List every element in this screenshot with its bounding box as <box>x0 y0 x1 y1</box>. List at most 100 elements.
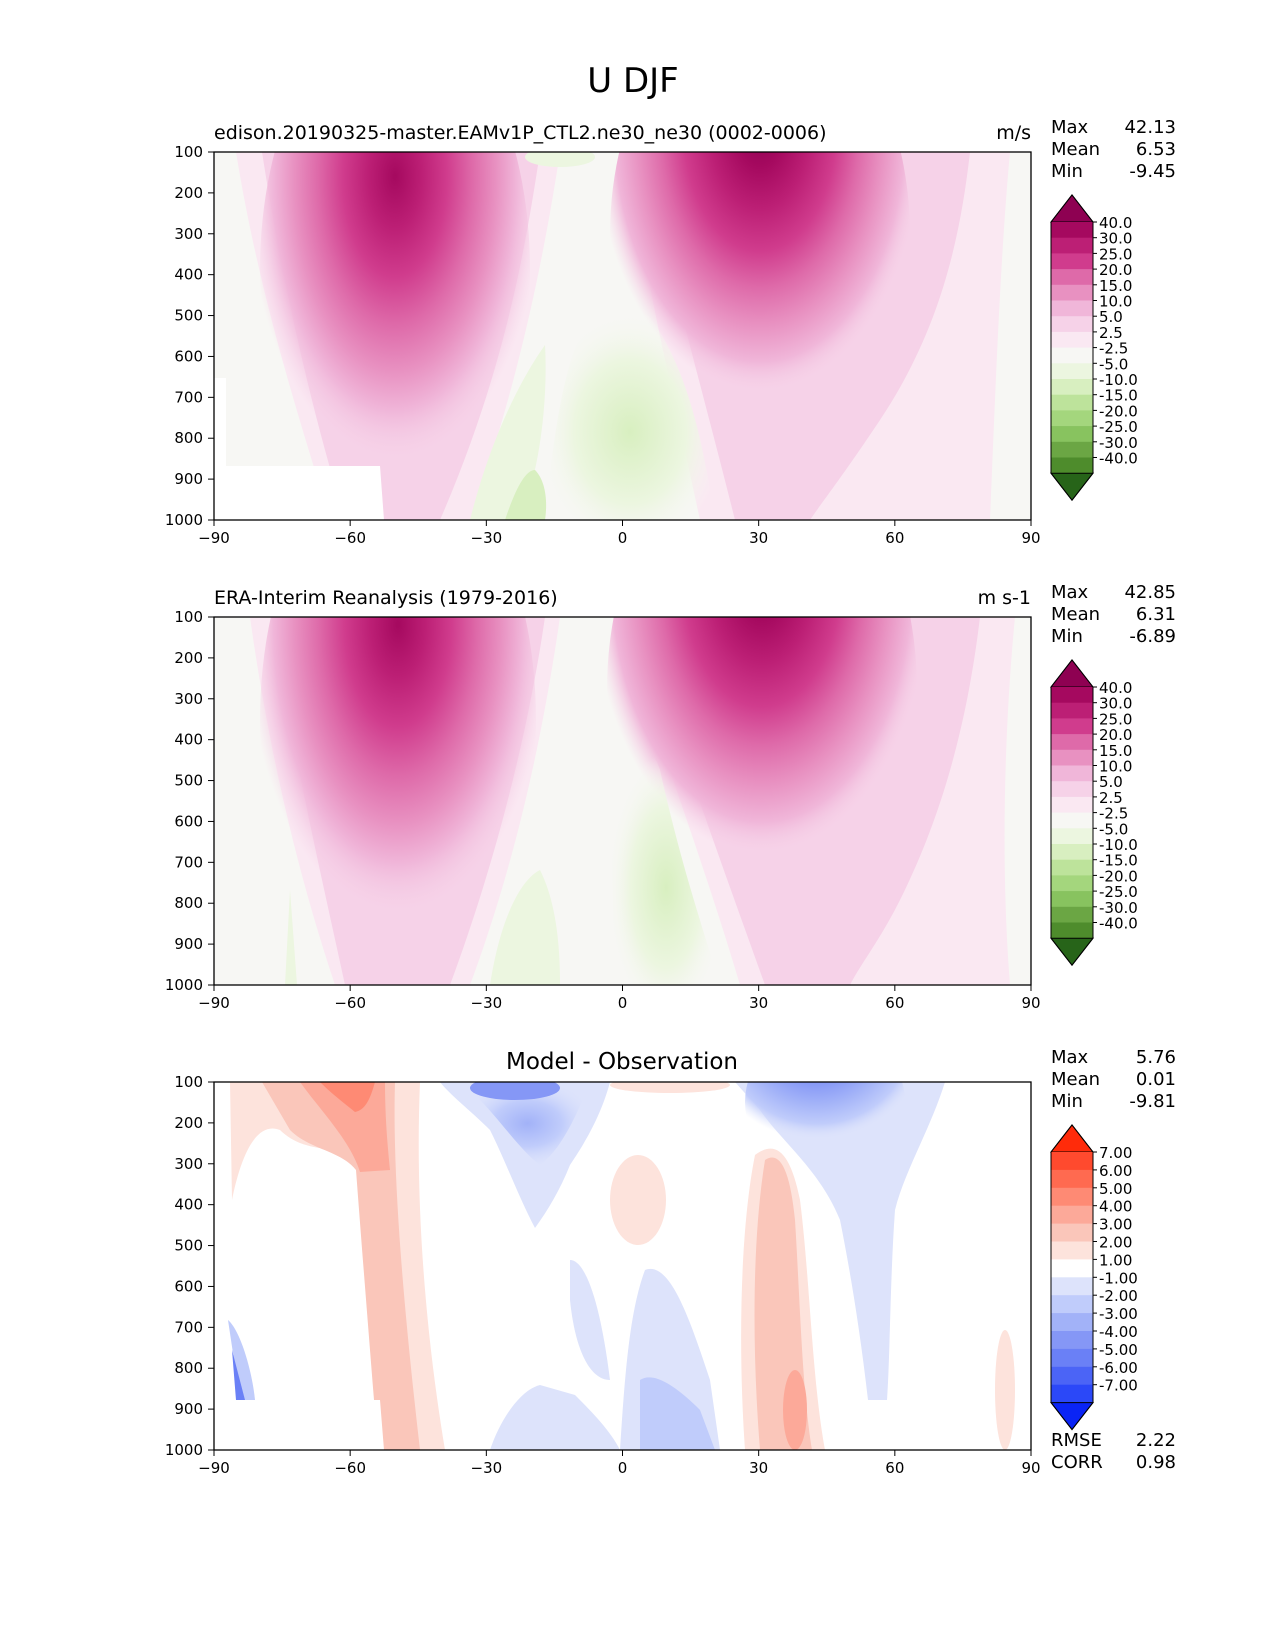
colorbar-segment <box>1051 702 1093 719</box>
y-tick-label: 900 <box>174 470 203 488</box>
colorbar-segment <box>1051 828 1093 845</box>
colorbar-label: 25.0 <box>1099 245 1132 263</box>
colorbar-segment <box>1051 410 1093 427</box>
y-tick-label: 400 <box>174 266 203 284</box>
x-tick-label: −60 <box>334 529 366 547</box>
panel-observation-stat-label-max: Max <box>1051 582 1089 603</box>
panel-difference-stat-value-mean: 0.01 <box>1136 1069 1176 1090</box>
colorbar-label: 3.00 <box>1099 1216 1132 1234</box>
panel-model-colorbar: 40.030.025.020.015.010.05.02.5-2.5-5.0-1… <box>1049 194 1138 502</box>
colorbar-label: 5.00 <box>1099 1180 1132 1198</box>
panel-difference-stat-value-max: 5.76 <box>1136 1047 1176 1068</box>
panel-difference-rmse-value: 2.22 <box>1136 1430 1176 1451</box>
y-tick-label: 600 <box>174 812 203 830</box>
colorbar-segment <box>1051 1205 1093 1225</box>
colorbar-label: 40.0 <box>1099 679 1132 697</box>
panel-difference-field <box>214 1082 1031 1450</box>
colorbar-segment <box>1051 1241 1093 1260</box>
panel-observation-stat-label-mean: Mean <box>1051 604 1100 625</box>
y-tick-label: 1000 <box>165 511 203 529</box>
colorbar-label: 2.5 <box>1099 789 1123 807</box>
colorbar-label: 30.0 <box>1099 695 1132 713</box>
x-tick-label: −30 <box>471 994 503 1012</box>
panel-difference-corr-label: CORR <box>1051 1452 1103 1473</box>
x-tick-label: 90 <box>1021 529 1040 547</box>
colorbar-segment <box>1051 222 1093 239</box>
colorbar-outline <box>1050 194 1094 502</box>
x-tick-label: −60 <box>334 1459 366 1477</box>
panel-model-stat-value-min: -9.45 <box>1129 161 1176 182</box>
x-tick-label: 0 <box>618 529 628 547</box>
x-tick-label: 30 <box>749 1459 768 1477</box>
colorbar-segment <box>1051 1259 1093 1278</box>
y-tick-label: 200 <box>174 649 203 667</box>
y-tick-label: 1000 <box>165 976 203 994</box>
colorbar-segment <box>1051 284 1093 301</box>
colorbar-segment <box>1051 331 1093 349</box>
x-tick-label: 60 <box>885 1459 904 1477</box>
y-tick-label: 100 <box>174 1073 203 1091</box>
y-tick-label: 200 <box>174 1114 203 1132</box>
colorbar-extend-bottom <box>1049 1402 1095 1431</box>
x-tick-label: −60 <box>334 994 366 1012</box>
y-tick-label: 800 <box>174 894 203 912</box>
colorbar-segment <box>1051 781 1093 798</box>
y-tick-label: 300 <box>174 225 203 243</box>
colorbar-segment <box>1051 253 1093 270</box>
colorbar-label: 20.0 <box>1099 726 1132 744</box>
y-tick-label: 300 <box>174 1155 203 1173</box>
colorbar-label: -5.0 <box>1099 355 1128 373</box>
colorbar-outline <box>1050 1124 1094 1431</box>
y-tick-label: 400 <box>174 731 203 749</box>
colorbar-label: 7.00 <box>1099 1144 1132 1162</box>
y-tick-label: 600 <box>174 1277 203 1295</box>
panel-model-stats: Max 42.13 Mean 6.53 Min -9.45 <box>1051 117 1176 182</box>
colorbar-segment <box>1051 363 1093 380</box>
colorbar-segment <box>1051 796 1093 814</box>
colorbar-segment <box>1051 734 1093 751</box>
y-tick-label: 1000 <box>165 1441 203 1459</box>
panel-model-title: edison.20190325-master.EAMv1P_CTL2.ne30_… <box>214 122 827 144</box>
x-tick-label: 0 <box>618 994 628 1012</box>
y-tick-label: 100 <box>174 608 203 626</box>
colorbar-label: 20.0 <box>1099 261 1132 279</box>
panel-observation: ERA-Interim Reanalysis (1979-2016) m s-1… <box>165 582 1176 1012</box>
colorbar-label: 2.5 <box>1099 324 1123 342</box>
panel-observation-stat-label-min: Min <box>1051 626 1083 647</box>
y-tick-label: 700 <box>174 388 203 406</box>
colorbar-label: -20.0 <box>1099 867 1138 885</box>
colorbar-segment <box>1051 1187 1093 1207</box>
colorbar-label: -6.00 <box>1099 1359 1138 1377</box>
colorbar-segment <box>1051 237 1093 254</box>
panel-model-stat-value-max: 42.13 <box>1124 117 1176 138</box>
colorbar-label: 15.0 <box>1099 742 1132 760</box>
colorbar-segment <box>1051 906 1093 923</box>
panel-model-units: m/s <box>996 122 1031 144</box>
colorbar-segment <box>1051 1366 1093 1386</box>
colorbar-segment <box>1051 300 1093 317</box>
x-tick-label: −90 <box>198 529 230 547</box>
x-tick-label: 60 <box>885 994 904 1012</box>
panel-model-stat-label-min: Min <box>1051 161 1083 182</box>
colorbar-label: 40.0 <box>1099 214 1132 232</box>
x-tick-label: −90 <box>198 1459 230 1477</box>
colorbar-label: -15.0 <box>1099 387 1138 405</box>
colorbar-label: -2.5 <box>1099 805 1128 823</box>
colorbar-segment <box>1051 922 1093 939</box>
panel-difference: Model - Observation <box>165 1047 1176 1477</box>
colorbar-segment <box>1051 441 1093 458</box>
y-tick-label: 400 <box>174 1196 203 1214</box>
colorbar-segment <box>1051 844 1093 861</box>
colorbar-segment <box>1051 426 1093 443</box>
panel-model-field <box>214 152 1031 520</box>
colorbar-label: -2.5 <box>1099 340 1128 358</box>
panel-difference-title: Model - Observation <box>506 1049 738 1075</box>
colorbar-label: 10.0 <box>1099 293 1132 311</box>
colorbar-label: 1.00 <box>1099 1251 1132 1269</box>
panel-difference-stat-value-min: -9.81 <box>1129 1091 1176 1112</box>
y-tick-label: 200 <box>174 184 203 202</box>
panel-model-stat-value-mean: 6.53 <box>1136 139 1176 160</box>
colorbar-segment <box>1051 891 1093 908</box>
x-tick-label: 90 <box>1021 994 1040 1012</box>
colorbar-label: -30.0 <box>1099 434 1138 452</box>
